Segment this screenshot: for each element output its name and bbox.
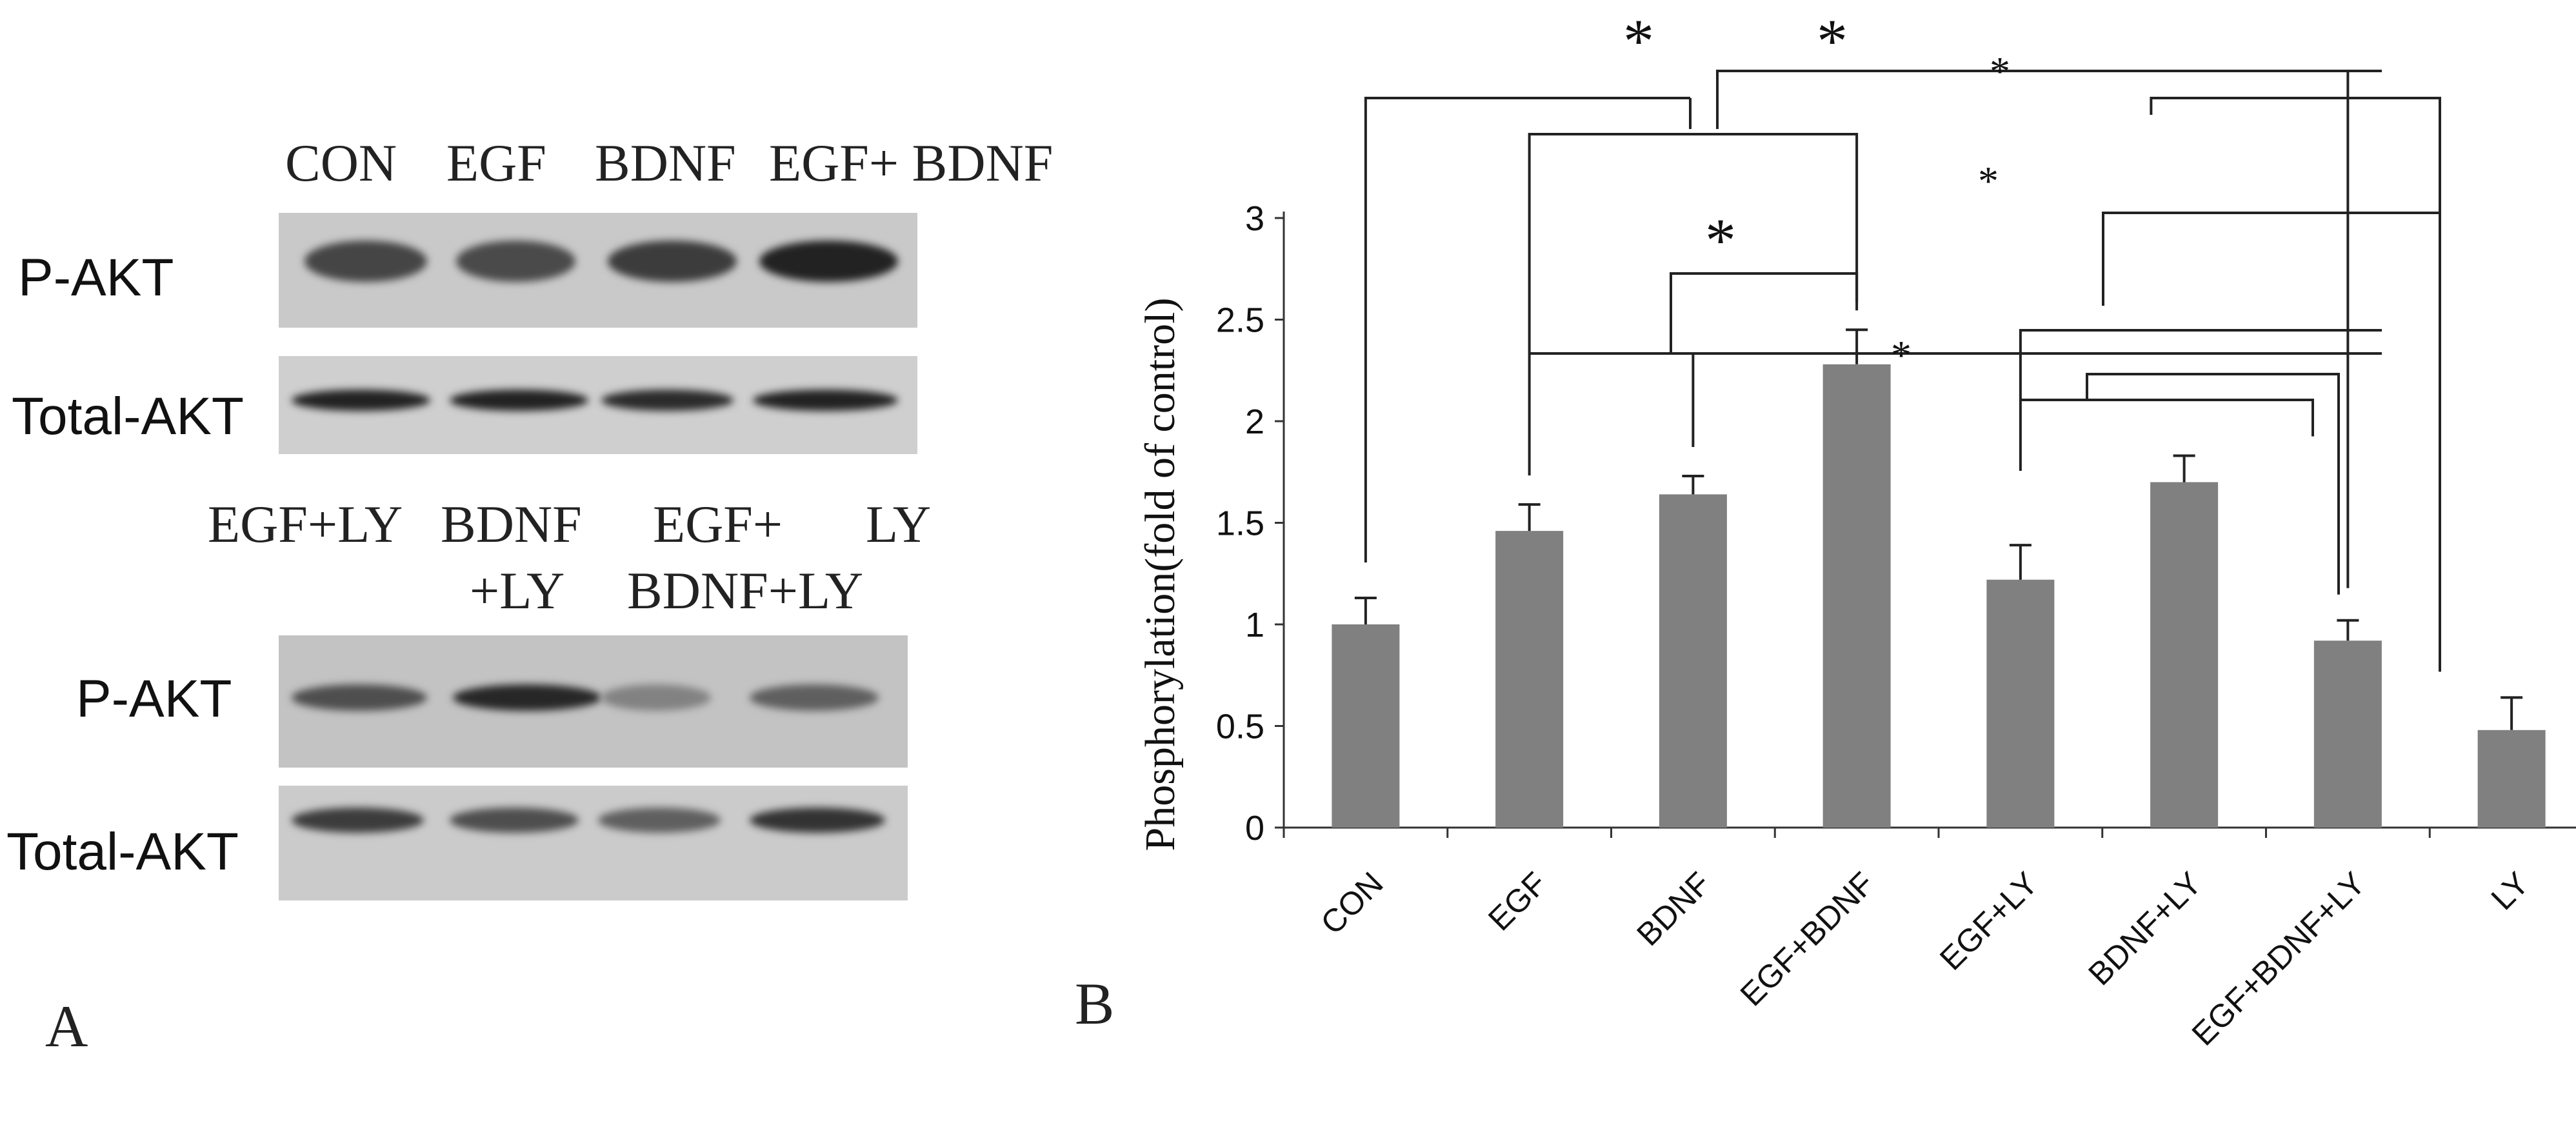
blot-band [292,807,424,833]
panel-label-a: A [45,993,88,1059]
significance-bracket [2020,399,2314,437]
blot-strip-bottom-p-akt [279,635,908,768]
y-tick-label: 2 [1245,402,1264,441]
significance-star: * [1891,332,1912,378]
significance-bracket [1528,133,1859,476]
y-axis-title: Phosphorylation(fold of control) [1137,298,1184,851]
bar [1822,364,1891,828]
significance-star: * [1990,48,2010,94]
row-label-bottom-total-akt: Total-AKT [6,822,239,881]
blot-band [753,389,898,412]
category-label: BDNF [1630,865,1717,953]
lane-label-egf-bdnf-ly-line2: BDNF+LY [627,561,864,620]
panel-label-b: B [1075,971,1115,1037]
blot-strip-bottom-total-akt [279,786,908,900]
blot-band [750,684,879,711]
category-label: CON [1313,865,1390,941]
category-label: LY [2484,865,2536,917]
significance-star: * [1817,6,1848,75]
lane-label-bdnf: BDNF [595,134,736,192]
significance-bracket [2102,212,2440,306]
y-tick-label: 2.5 [1216,301,1264,340]
western-blot-panel: CON EGF BDNF EGF+ BDNF P-AKT Total-AKT E… [0,0,1058,1123]
lane-label-egf-ly: EGF+LY [208,495,403,553]
lane-label-ly: LY [866,495,932,553]
blot-band [292,684,427,711]
blot-band [598,807,721,833]
row-label-top-p-akt: P-AKT [18,248,174,307]
blot-band [305,240,427,282]
category-label: EGF+LY [1933,865,2045,977]
lane-label-egf-bdnf-ly-line1: EGF+ [653,495,783,553]
row-label-bottom-p-akt: P-AKT [76,670,232,728]
blot-band [608,240,737,282]
significance-bracket [2086,373,2340,595]
bar-chart-panel: * * * * * * 0 0.5 1 1.5 2 2.5 3 Phosphorylation(fold… [1058,0,2576,1123]
lane-label-con: CON [285,134,397,192]
blot-strip-top-p-akt [279,213,917,328]
blot-strip-top-total-akt [279,356,917,454]
bar [2313,641,2382,828]
significance-bracket [1670,272,1859,353]
y-tick-label: 1 [1245,606,1264,644]
blot-band [759,240,898,282]
blot-band [453,684,601,711]
blot-band [450,389,588,412]
y-tick-label: 0.5 [1216,708,1264,746]
y-tick-label: 0 [1245,809,1264,848]
significance-star: * [1978,158,1999,204]
category-label: EGF+BDNF [1733,865,1881,1013]
bar [1495,531,1564,828]
blot-band [456,240,575,282]
category-label: EGF [1481,865,1553,937]
significance-bracket [2150,97,2441,672]
significance-bracket [2019,329,2382,471]
significance-star: * [1705,206,1736,275]
row-label-top-total-akt: Total-AKT [12,387,244,446]
lane-label-egf-bdnf: EGF+ BDNF [769,134,1053,192]
significance-bracket [1716,70,2382,98]
bar [1659,494,1727,828]
blot-band [601,684,711,711]
bar [2477,730,2546,828]
category-label: EGF+BDNF+LY [2185,865,2372,1052]
lane-label-bdnf-ly-line2: +LY [470,561,565,620]
bar [1332,624,1400,828]
blot-band [450,807,579,833]
y-tick-label: 3 [1245,199,1264,238]
category-label: BDNF+LY [2081,865,2208,992]
lane-label-bdnf-ly-line1: BDNF [441,495,582,553]
lane-label-egf: EGF [446,134,546,192]
bar [2150,482,2219,828]
significance-bracket [1364,97,1690,563]
phosphorylation-bar-chart: * * * * * * 0 0.5 1 1.5 2 2.5 3 Phosphorylation(fold… [1137,6,2576,1053]
bar [1986,579,2055,828]
blot-band [601,389,734,412]
significance-star: * [1623,6,1654,75]
blot-band [292,389,430,412]
y-tick-label: 1.5 [1216,504,1264,543]
blot-band [750,807,885,833]
